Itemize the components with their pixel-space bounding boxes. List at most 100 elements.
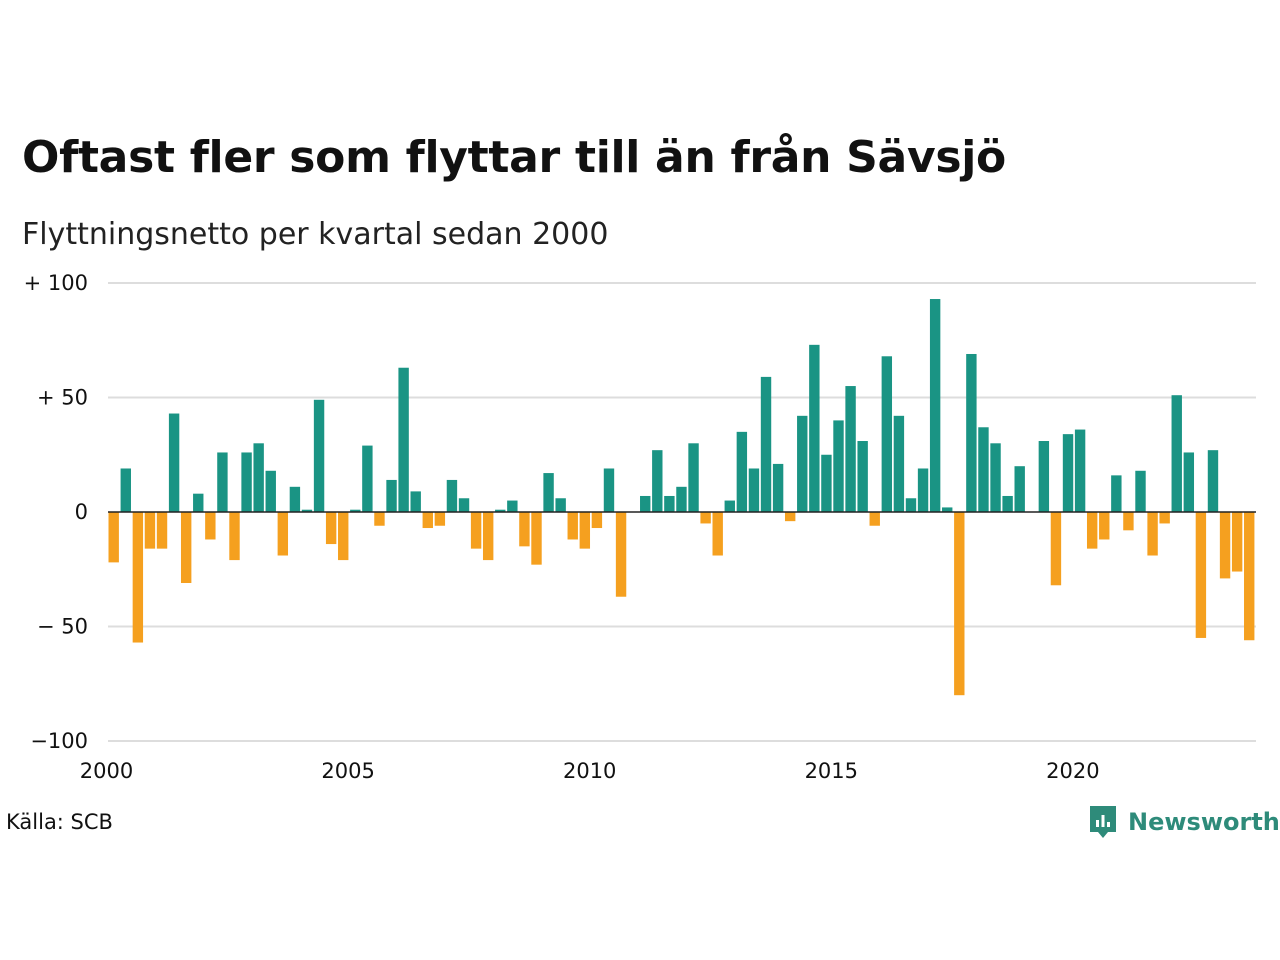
bar-negative bbox=[422, 512, 433, 529]
bar-positive bbox=[386, 479, 397, 512]
bar-negative bbox=[954, 512, 965, 696]
bar-negative bbox=[615, 512, 627, 597]
bar-negative bbox=[1123, 512, 1134, 531]
y-tick-label: + 50 bbox=[37, 386, 88, 410]
bar-negative bbox=[470, 512, 482, 549]
bar-positive bbox=[120, 468, 131, 512]
brand-name: Newsworthy bbox=[1128, 808, 1280, 836]
bar-positive bbox=[495, 509, 506, 512]
bar-negative bbox=[1086, 512, 1098, 549]
bar-positive bbox=[265, 470, 276, 512]
bar-positive bbox=[362, 445, 373, 512]
bar-negative bbox=[531, 512, 542, 565]
bar-positive bbox=[676, 486, 687, 512]
bar-positive bbox=[1002, 495, 1013, 512]
bar-positive bbox=[1135, 470, 1146, 512]
bar-positive bbox=[893, 415, 905, 512]
bar-positive bbox=[543, 473, 554, 512]
bar-positive bbox=[724, 500, 735, 512]
bar-negative bbox=[132, 512, 144, 643]
bar-positive bbox=[253, 443, 264, 512]
bar-positive bbox=[652, 450, 663, 512]
gridlines bbox=[108, 282, 1256, 742]
y-tick-label: −100 bbox=[30, 729, 88, 753]
bar-negative bbox=[700, 512, 711, 524]
y-tick-label: + 100 bbox=[24, 271, 88, 295]
bar-positive bbox=[857, 441, 868, 512]
bar-negative bbox=[374, 512, 385, 526]
bar-negative bbox=[579, 512, 591, 549]
bar-negative bbox=[434, 512, 446, 526]
bar-positive bbox=[289, 486, 301, 512]
newsworthy-logo-icon bbox=[1090, 806, 1116, 838]
bar-positive bbox=[1207, 450, 1219, 512]
bar-positive bbox=[398, 367, 409, 512]
bar-positive bbox=[736, 431, 748, 512]
bar-positive bbox=[1111, 475, 1122, 512]
bar-positive bbox=[833, 420, 844, 512]
source-note: Källa: SCB bbox=[6, 810, 113, 834]
bar-negative bbox=[784, 512, 796, 522]
bar-positive bbox=[664, 495, 675, 512]
bar-negative bbox=[338, 512, 349, 561]
bar-negative bbox=[180, 512, 192, 583]
bar-positive bbox=[748, 468, 760, 512]
bar-positive bbox=[1014, 466, 1025, 512]
bar-negative bbox=[277, 512, 289, 556]
bar-positive bbox=[458, 498, 470, 512]
bar-negative bbox=[325, 512, 337, 545]
bar-positive bbox=[410, 491, 421, 512]
y-tick-label: 0 bbox=[75, 500, 88, 524]
x-tick-label: 2010 bbox=[563, 759, 616, 783]
bar-positive bbox=[193, 493, 204, 512]
bar-positive bbox=[966, 353, 977, 512]
chart-subtitle: Flyttningsnetto per kvartal sedan 2000 bbox=[22, 217, 609, 252]
bars bbox=[108, 299, 1255, 696]
bar-negative bbox=[1231, 512, 1243, 572]
bar-positive bbox=[507, 500, 518, 512]
x-tick-label: 2000 bbox=[80, 759, 133, 783]
bar-positive bbox=[241, 452, 252, 512]
bar-positive bbox=[168, 413, 180, 512]
bar-positive bbox=[350, 509, 361, 512]
bar-negative bbox=[1159, 512, 1170, 524]
bar-negative bbox=[205, 512, 216, 540]
bar-positive bbox=[772, 463, 784, 512]
bar-negative bbox=[1195, 512, 1207, 638]
x-tick-label: 2020 bbox=[1046, 759, 1099, 783]
bar-positive bbox=[881, 356, 893, 512]
bar-positive bbox=[446, 479, 458, 512]
bar-negative bbox=[591, 512, 603, 529]
x-axis-ticks: 2000 2005 2010 2015 2020 bbox=[80, 759, 1100, 783]
bar-positive bbox=[603, 468, 615, 512]
bar-negative bbox=[108, 512, 119, 563]
bar-positive bbox=[688, 443, 699, 512]
bar-negative bbox=[1244, 512, 1255, 641]
bar-positive bbox=[809, 344, 820, 512]
bar-positive bbox=[990, 443, 1001, 512]
bar-negative bbox=[1050, 512, 1062, 586]
bar-positive bbox=[917, 468, 929, 512]
bar-positive bbox=[929, 299, 941, 512]
bar-negative bbox=[144, 512, 156, 549]
bar-positive bbox=[942, 507, 953, 512]
bar-negative bbox=[1099, 512, 1110, 540]
y-axis-ticks: + 100 + 50 0 − 50 −100 bbox=[24, 271, 88, 753]
brand-logo: Newsworthy bbox=[1088, 802, 1280, 842]
bar-negative bbox=[1147, 512, 1158, 556]
bar-positive bbox=[301, 509, 313, 512]
bar-positive bbox=[313, 399, 325, 512]
bar-negative bbox=[519, 512, 530, 547]
bar-positive bbox=[821, 454, 832, 512]
bar-positive bbox=[760, 376, 772, 512]
bar-negative bbox=[869, 512, 880, 526]
y-tick-label: − 50 bbox=[37, 615, 88, 639]
bar-positive bbox=[1074, 429, 1086, 512]
x-tick-label: 2015 bbox=[805, 759, 858, 783]
bar-negative bbox=[567, 512, 578, 540]
bar-positive bbox=[1171, 395, 1182, 512]
bar-negative bbox=[229, 512, 240, 561]
bar-negative bbox=[712, 512, 723, 556]
bar-positive bbox=[640, 495, 651, 512]
